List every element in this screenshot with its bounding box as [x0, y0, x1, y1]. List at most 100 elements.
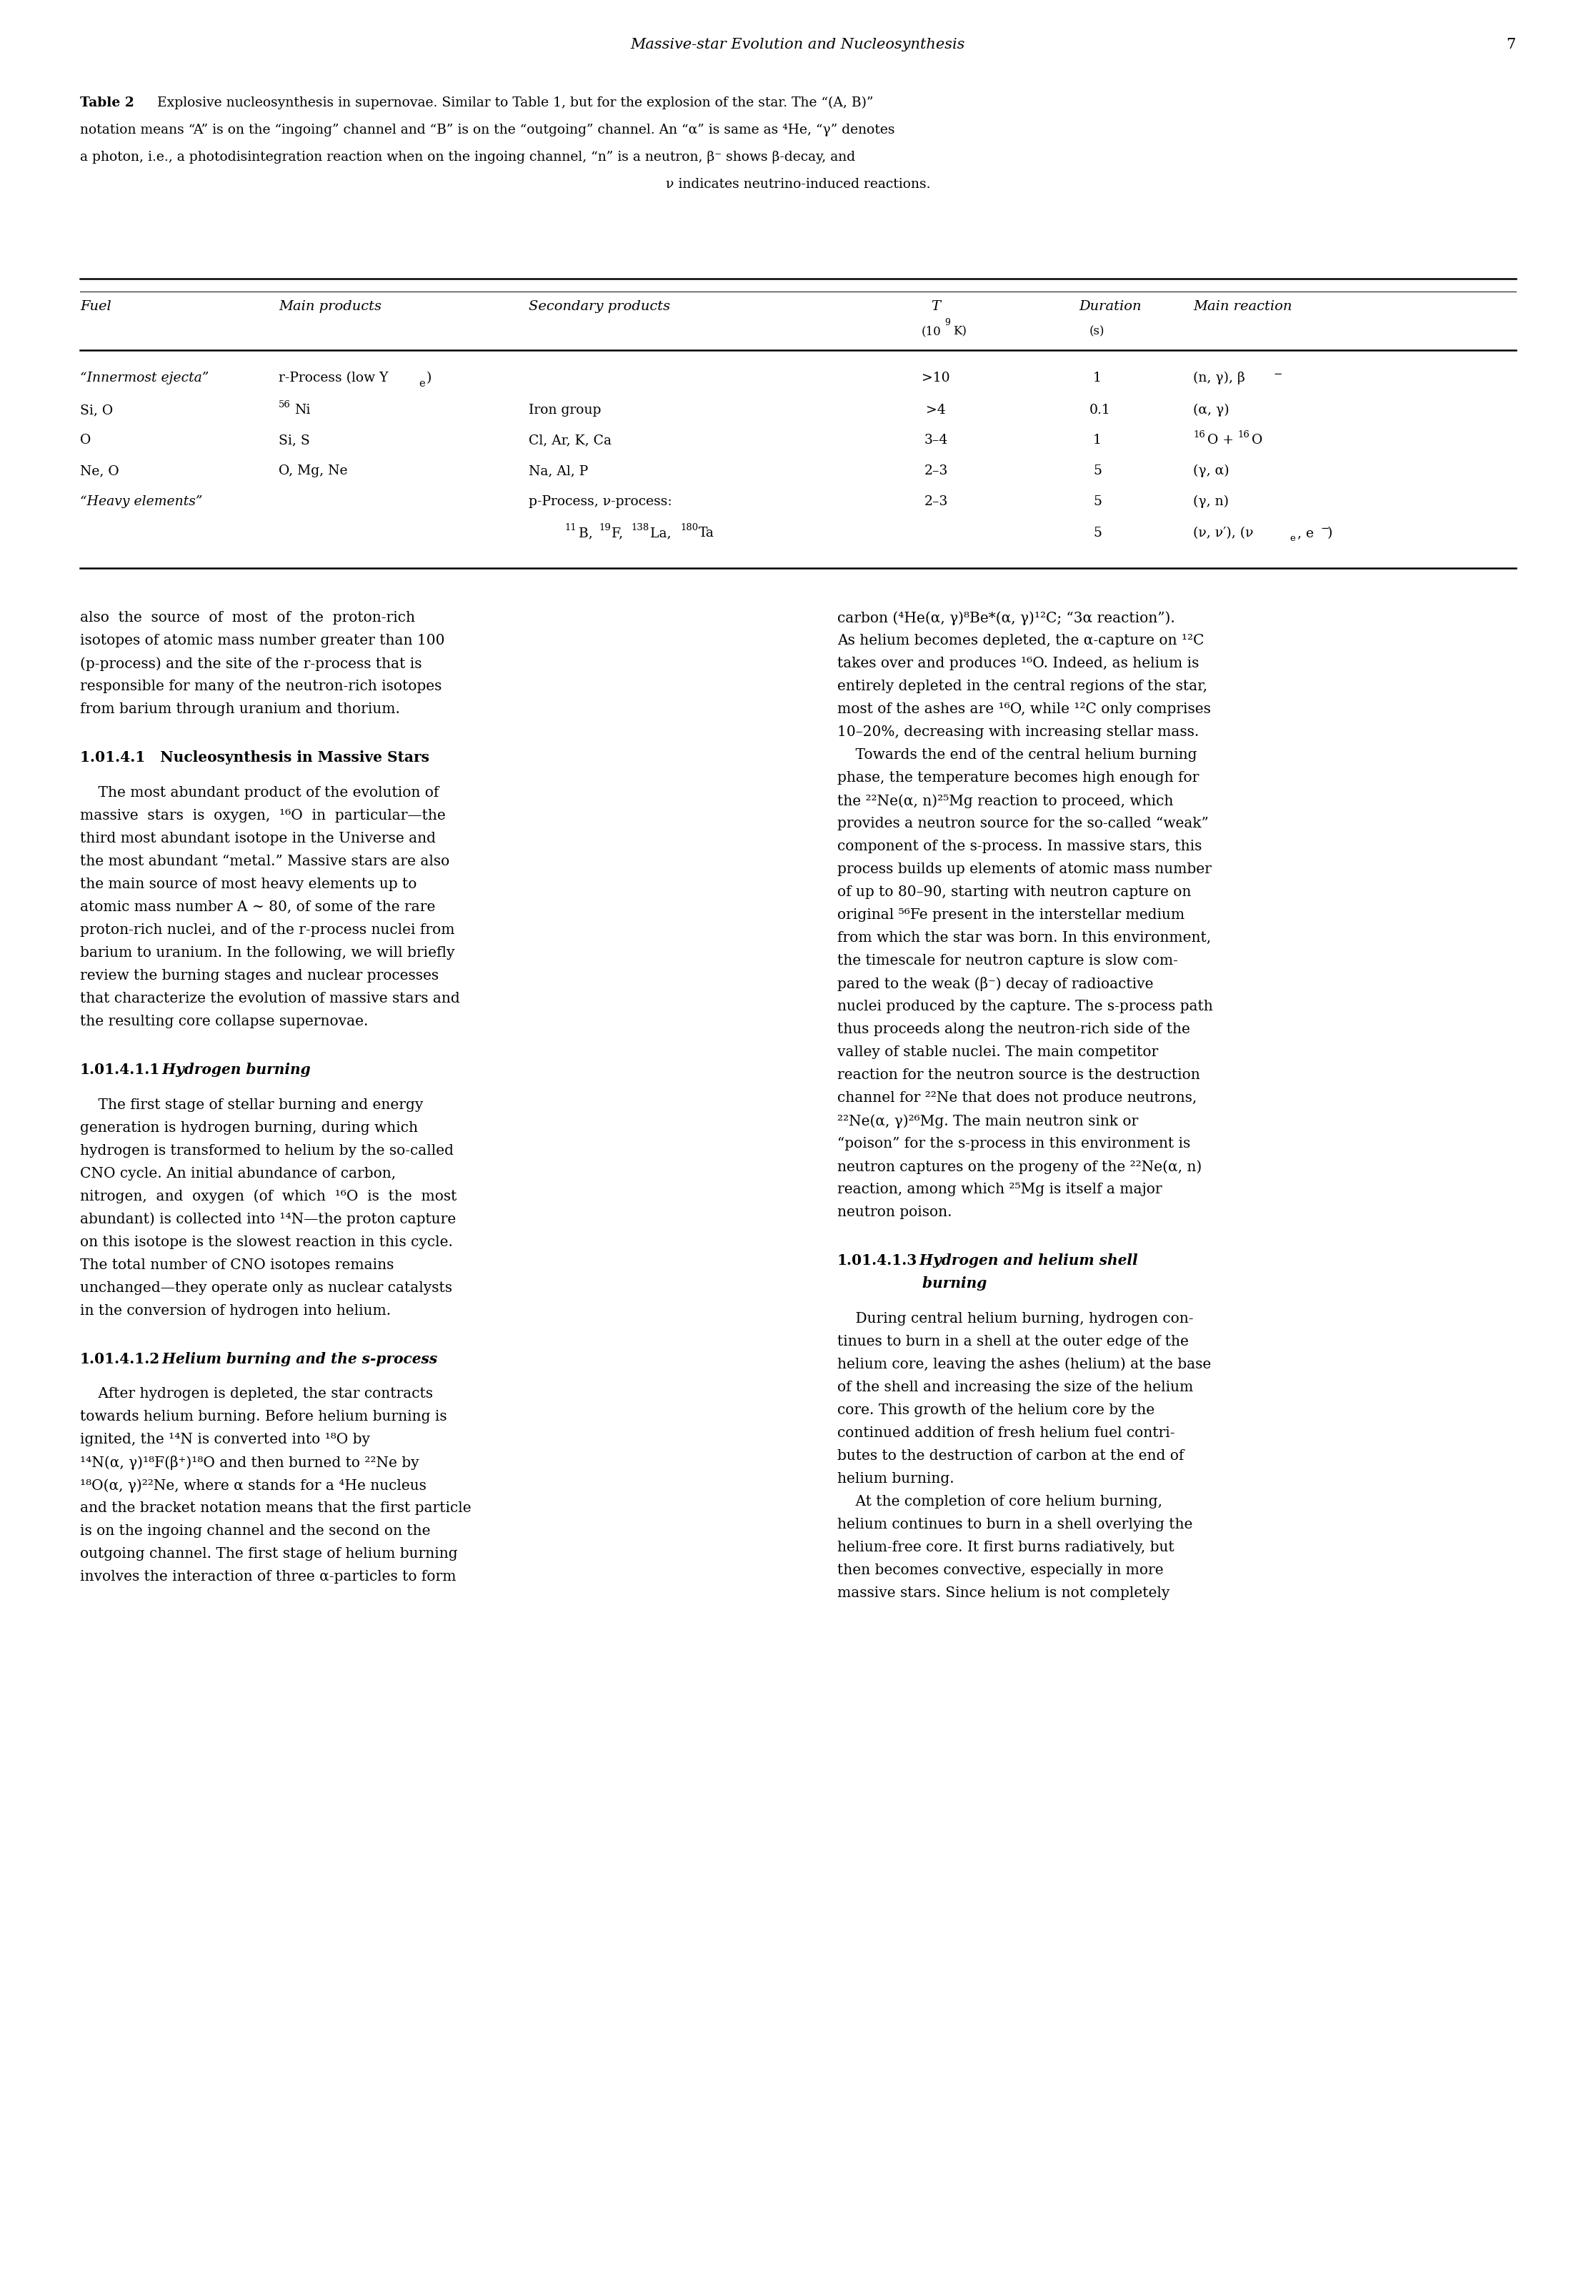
Text: As helium becomes depleted, the α-capture on ¹²C: As helium becomes depleted, the α-captur…: [838, 634, 1203, 647]
Text: generation is hydrogen burning, during which: generation is hydrogen burning, during w…: [80, 1120, 418, 1134]
Text: Secondary products: Secondary products: [528, 301, 670, 312]
Text: channel for ²²Ne that does not produce neutrons,: channel for ²²Ne that does not produce n…: [838, 1091, 1197, 1104]
Text: O: O: [80, 434, 91, 448]
Text: entirely depleted in the central regions of the star,: entirely depleted in the central regions…: [838, 680, 1207, 693]
Text: provides a neutron source for the so-called “weak”: provides a neutron source for the so-cal…: [838, 817, 1208, 831]
Text: in the conversion of hydrogen into helium.: in the conversion of hydrogen into heliu…: [80, 1304, 391, 1318]
Text: (γ, α): (γ, α): [1194, 464, 1229, 478]
Text: involves the interaction of three α-particles to form: involves the interaction of three α-part…: [80, 1570, 456, 1584]
Text: phase, the temperature becomes high enough for: phase, the temperature becomes high enou…: [838, 771, 1199, 785]
Text: Massive-star Evolution and Nucleosynthesis: Massive-star Evolution and Nucleosynthes…: [630, 37, 966, 51]
Text: pared to the weak (β⁻) decay of radioactive: pared to the weak (β⁻) decay of radioact…: [838, 976, 1154, 992]
Text: 11: 11: [565, 523, 576, 533]
Text: (p-process) and the site of the r-process that is: (p-process) and the site of the r-proces…: [80, 657, 421, 670]
Text: e: e: [418, 379, 425, 388]
Text: Ni: Ni: [294, 404, 310, 416]
Text: ): ): [1328, 526, 1333, 540]
Text: “Heavy elements”: “Heavy elements”: [80, 496, 203, 507]
Text: Hydrogen and helium shell: Hydrogen and helium shell: [905, 1254, 1138, 1267]
Text: (10: (10: [921, 326, 942, 338]
Text: nuclei produced by the capture. The s-process path: nuclei produced by the capture. The s-pr…: [838, 999, 1213, 1013]
Text: neutron poison.: neutron poison.: [838, 1205, 951, 1219]
Text: butes to the destruction of carbon at the end of: butes to the destruction of carbon at th…: [838, 1449, 1184, 1463]
Text: (s): (s): [1090, 326, 1104, 338]
Text: the resulting core collapse supernovae.: the resulting core collapse supernovae.: [80, 1015, 369, 1029]
Text: T: T: [930, 301, 940, 312]
Text: barium to uranium. In the following, we will briefly: barium to uranium. In the following, we …: [80, 946, 455, 960]
Text: 2–3: 2–3: [924, 464, 948, 478]
Text: CNO cycle. An initial abundance of carbon,: CNO cycle. An initial abundance of carbo…: [80, 1166, 396, 1180]
Text: 1.01.4.1.3: 1.01.4.1.3: [838, 1254, 918, 1267]
Text: from barium through uranium and thorium.: from barium through uranium and thorium.: [80, 703, 401, 716]
Text: Na, Al, P: Na, Al, P: [528, 464, 589, 478]
Text: from which the star was born. In this environment,: from which the star was born. In this en…: [838, 932, 1211, 944]
Text: Si, O: Si, O: [80, 404, 113, 416]
Text: 16: 16: [1194, 429, 1205, 439]
Text: ν indicates neutrino-induced reactions.: ν indicates neutrino-induced reactions.: [666, 177, 930, 191]
Text: towards helium burning. Before helium burning is: towards helium burning. Before helium bu…: [80, 1410, 447, 1424]
Text: helium core, leaving the ashes (helium) at the base: helium core, leaving the ashes (helium) …: [838, 1357, 1211, 1371]
Text: >10: >10: [922, 372, 950, 383]
Text: 5: 5: [1093, 464, 1101, 478]
Text: hydrogen is transformed to helium by the so-called: hydrogen is transformed to helium by the…: [80, 1143, 453, 1157]
Text: (ν, ν′), (ν: (ν, ν′), (ν: [1194, 526, 1253, 540]
Text: Main products: Main products: [279, 301, 381, 312]
Text: The first stage of stellar burning and energy: The first stage of stellar burning and e…: [80, 1097, 423, 1111]
Text: on this isotope is the slowest reaction in this cycle.: on this isotope is the slowest reaction …: [80, 1235, 453, 1249]
Text: “poison” for the s-process in this environment is: “poison” for the s-process in this envir…: [838, 1137, 1191, 1150]
Text: abundant) is collected into ¹⁴N—the proton capture: abundant) is collected into ¹⁴N—the prot…: [80, 1212, 456, 1226]
Text: isotopes of atomic mass number greater than 100: isotopes of atomic mass number greater t…: [80, 634, 445, 647]
Text: p-Process, ν-process:: p-Process, ν-process:: [528, 496, 672, 507]
Text: 16: 16: [1237, 429, 1250, 439]
Text: 1.01.4.1.2: 1.01.4.1.2: [80, 1352, 160, 1366]
Text: of the shell and increasing the size of the helium: of the shell and increasing the size of …: [838, 1380, 1194, 1394]
Text: , e: , e: [1298, 526, 1314, 540]
Text: 180: 180: [680, 523, 697, 533]
Text: also  the  source  of  most  of  the  proton-rich: also the source of most of the proton-ri…: [80, 611, 415, 625]
Text: 1: 1: [1093, 434, 1101, 448]
Text: 2–3: 2–3: [924, 496, 948, 507]
Text: helium burning.: helium burning.: [838, 1472, 954, 1486]
Text: third most abundant isotope in the Universe and: third most abundant isotope in the Unive…: [80, 831, 436, 845]
Text: of up to 80–90, starting with neutron capture on: of up to 80–90, starting with neutron ca…: [838, 886, 1191, 900]
Text: During central helium burning, hydrogen con-: During central helium burning, hydrogen …: [838, 1311, 1194, 1325]
Text: Si, S: Si, S: [279, 434, 310, 448]
Text: is on the ingoing channel and the second on the: is on the ingoing channel and the second…: [80, 1525, 431, 1538]
Text: r-Process (low Y: r-Process (low Y: [279, 372, 388, 383]
Text: carbon (⁴He(α, γ)⁸Be*(α, γ)¹²C; “3α reaction”).: carbon (⁴He(α, γ)⁸Be*(α, γ)¹²C; “3α reac…: [838, 611, 1175, 625]
Text: 1: 1: [1093, 372, 1101, 383]
Text: massive stars. Since helium is not completely: massive stars. Since helium is not compl…: [838, 1587, 1170, 1600]
Text: process builds up elements of atomic mass number: process builds up elements of atomic mas…: [838, 863, 1211, 877]
Text: ¹⁸O(α, γ)²²Ne, where α stands for a ⁴He nucleus: ¹⁸O(α, γ)²²Ne, where α stands for a ⁴He …: [80, 1479, 426, 1492]
Text: a photon, i.e., a photodisintegration reaction when on the ingoing channel, “n” : a photon, i.e., a photodisintegration re…: [80, 152, 855, 163]
Text: original ⁵⁶Fe present in the interstellar medium: original ⁵⁶Fe present in the interstella…: [838, 909, 1184, 921]
Text: 1.01.4.1.1: 1.01.4.1.1: [80, 1063, 160, 1077]
Text: B,: B,: [579, 526, 597, 540]
Text: Helium burning and the s-process: Helium burning and the s-process: [147, 1352, 437, 1366]
Text: and the bracket notation means that the first particle: and the bracket notation means that the …: [80, 1502, 471, 1515]
Text: the ²²Ne(α, n)²⁵Mg reaction to proceed, which: the ²²Ne(α, n)²⁵Mg reaction to proceed, …: [838, 794, 1173, 808]
Text: 19: 19: [598, 523, 611, 533]
Text: (α, γ): (α, γ): [1194, 404, 1229, 418]
Text: Explosive nucleosynthesis in supernovae. Similar to Table 1, but for the explosi: Explosive nucleosynthesis in supernovae.…: [144, 96, 873, 110]
Text: K): K): [953, 326, 967, 338]
Text: helium continues to burn in a shell overlying the: helium continues to burn in a shell over…: [838, 1518, 1192, 1531]
Text: −: −: [1320, 523, 1329, 533]
Text: ¹⁴N(α, γ)¹⁸F(β⁺)¹⁸O and then burned to ²²Ne by: ¹⁴N(α, γ)¹⁸F(β⁺)¹⁸O and then burned to ²…: [80, 1456, 420, 1469]
Text: e: e: [1290, 533, 1294, 544]
Text: 3–4: 3–4: [924, 434, 948, 448]
Text: Main reaction: Main reaction: [1194, 301, 1291, 312]
Text: atomic mass number A ∼ 80, of some of the rare: atomic mass number A ∼ 80, of some of th…: [80, 900, 436, 914]
Text: After hydrogen is depleted, the star contracts: After hydrogen is depleted, the star con…: [80, 1387, 433, 1401]
Text: ignited, the ¹⁴N is converted into ¹⁸O by: ignited, the ¹⁴N is converted into ¹⁸O b…: [80, 1433, 370, 1446]
Text: Hydrogen burning: Hydrogen burning: [147, 1063, 311, 1077]
Text: nitrogen,  and  oxygen  (of  which  ¹⁶O  is  the  most: nitrogen, and oxygen (of which ¹⁶O is th…: [80, 1189, 456, 1203]
Text: continued addition of fresh helium fuel contri-: continued addition of fresh helium fuel …: [838, 1426, 1175, 1440]
Text: O: O: [1251, 434, 1262, 448]
Text: 0.1: 0.1: [1090, 404, 1111, 416]
Text: thus proceeds along the neutron-rich side of the: thus proceeds along the neutron-rich sid…: [838, 1022, 1191, 1035]
Text: O +: O +: [1207, 434, 1238, 448]
Text: the main source of most heavy elements up to: the main source of most heavy elements u…: [80, 877, 417, 891]
Text: the most abundant “metal.” Massive stars are also: the most abundant “metal.” Massive stars…: [80, 854, 450, 868]
Text: core. This growth of the helium core by the: core. This growth of the helium core by …: [838, 1403, 1154, 1417]
